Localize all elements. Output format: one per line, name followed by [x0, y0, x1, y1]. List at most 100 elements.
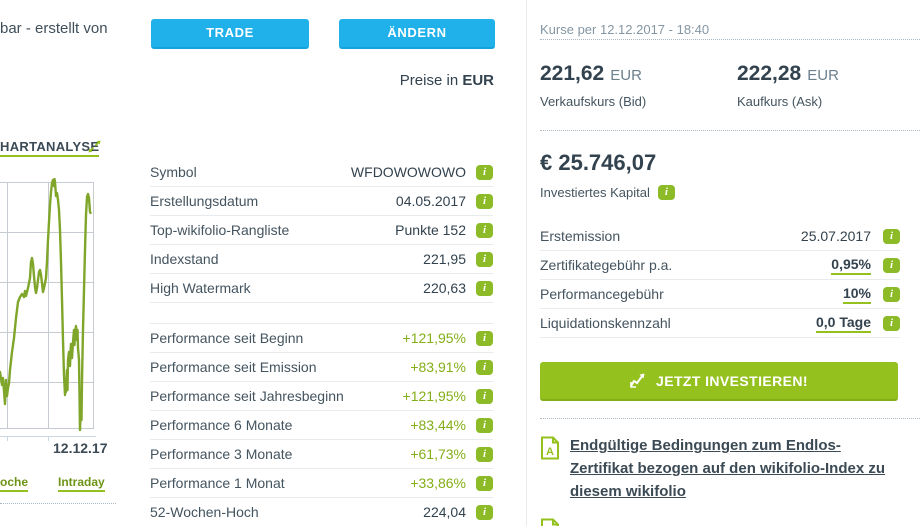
- row-label: Zertifikategebühr p.a.: [540, 257, 673, 273]
- row-value: +61,73%: [410, 446, 466, 462]
- table-row: Top-wikifolio-Rangliste Punkte 152 i: [150, 216, 493, 245]
- capital-label: Investiertes Kapital: [540, 185, 650, 200]
- trending-chart-icon: [630, 373, 645, 388]
- table-row: Performancegebühr 10% i: [540, 280, 900, 309]
- divider: [0, 503, 116, 504]
- table-row: Performance 3 Monate +61,73% i: [150, 440, 493, 469]
- info-icon[interactable]: i: [476, 280, 493, 296]
- row-value-link[interactable]: 0,0 Tage: [816, 314, 871, 333]
- row-value: +83,91%: [410, 359, 466, 375]
- bid-value: 221,62: [540, 62, 605, 85]
- row-value: Punkte 152: [395, 222, 466, 238]
- row-value: +33,86%: [410, 475, 466, 491]
- mini-performance-chart: [0, 178, 94, 432]
- key-figures-table: Symbol WFDOWOWOWO i Erstellungsdatum 04.…: [150, 158, 493, 303]
- row-value: 220,63: [423, 280, 466, 296]
- info-icon[interactable]: i: [476, 193, 493, 209]
- table-row: Indexstand 221,95 i: [150, 245, 493, 274]
- info-icon[interactable]: i: [476, 251, 493, 267]
- chartanalysis-link[interactable]: HARTANALYSE: [0, 139, 100, 157]
- performance-table: Performance seit Beginn +121,95% i Perfo…: [150, 323, 493, 526]
- row-label: High Watermark: [150, 280, 251, 296]
- chart-range-tab-intraday[interactable]: Intraday: [58, 475, 105, 492]
- info-icon[interactable]: i: [883, 257, 900, 273]
- divider: [540, 418, 920, 419]
- row-value: 224,04: [423, 504, 466, 520]
- bid-label: Verkaufskurs (Bid): [540, 94, 647, 109]
- row-label: Performancegebühr: [540, 286, 664, 302]
- info-icon[interactable]: i: [476, 475, 493, 491]
- row-value: +83,44%: [410, 417, 466, 433]
- row-value: WFDOWOWOWO: [350, 164, 466, 180]
- chart-date-label: 12.12.17: [53, 440, 108, 456]
- info-icon[interactable]: i: [476, 222, 493, 238]
- info-icon[interactable]: i: [657, 185, 675, 200]
- chart-line: [0, 178, 92, 432]
- vertical-divider: [526, 0, 527, 526]
- table-row: Performance seit Jahresbeginn +121,95% i: [150, 382, 493, 411]
- table-row: Performance 1 Monat +33,86% i: [150, 469, 493, 498]
- info-icon[interactable]: i: [883, 315, 900, 331]
- info-icon[interactable]: i: [883, 286, 900, 302]
- pdf-icon: A: [540, 434, 560, 503]
- row-label: Liquidationskennzahl: [540, 315, 671, 331]
- table-row: Performance 6 Monate +83,44% i: [150, 411, 493, 440]
- price-note-currency: EUR: [462, 72, 494, 89]
- info-icon[interactable]: i: [476, 417, 493, 433]
- row-label: Top-wikifolio-Rangliste: [150, 222, 290, 238]
- row-value: 25.07.2017: [800, 228, 871, 244]
- axis-tick: [48, 436, 49, 441]
- bid-currency: EUR: [610, 67, 642, 84]
- info-icon[interactable]: i: [476, 388, 493, 404]
- row-label: Erstellungsdatum: [150, 193, 259, 209]
- price-note-prefix: Preise in: [399, 72, 463, 89]
- info-icon[interactable]: i: [476, 446, 493, 462]
- svg-text:A: A: [546, 446, 554, 458]
- divider: [540, 39, 920, 40]
- invested-capital: € 25.746,07 Investiertes Kapital i: [540, 150, 675, 200]
- info-icon[interactable]: i: [476, 330, 493, 346]
- chart-range-tab-week[interactable]: oche: [0, 475, 29, 492]
- quote-timestamp: Kurse per 12.12.2017 - 18:40: [540, 22, 710, 37]
- row-label: Erstemission: [540, 228, 621, 244]
- axis-tick: [7, 436, 8, 441]
- info-icon[interactable]: i: [476, 164, 493, 180]
- capital-value: € 25.746,07: [540, 150, 657, 175]
- info-icon[interactable]: i: [476, 504, 493, 520]
- row-value: +121,95%: [402, 330, 466, 346]
- table-row: Liquidationskennzahl 0,0 Tage i: [540, 309, 900, 338]
- invest-now-button[interactable]: JETZT INVESTIEREN!: [540, 362, 898, 401]
- row-label: Performance seit Beginn: [150, 330, 304, 346]
- ask-currency: EUR: [807, 67, 839, 84]
- table-row: Performance seit Beginn +121,95% i: [150, 324, 493, 353]
- table-row: High Watermark 220,63 i: [150, 274, 493, 303]
- bid-quote: 221,62 EUR Verkaufskurs (Bid): [540, 62, 646, 109]
- table-row: Erstemission 25.07.2017 i: [540, 222, 900, 251]
- row-label: Indexstand: [150, 251, 219, 267]
- row-value-link[interactable]: 10%: [842, 285, 871, 304]
- row-label: Performance seit Emission: [150, 359, 317, 375]
- row-value: 04.05.2017: [395, 193, 466, 209]
- row-label: Performance 3 Monate: [150, 446, 293, 462]
- row-label: Performance 1 Monat: [150, 475, 285, 491]
- expand-icon[interactable]: [88, 140, 101, 153]
- price-currency-note: Preise in EUR: [340, 72, 494, 89]
- document-link-row[interactable]: A Endgültige Bedingungen zum Endlos-Zert…: [540, 434, 896, 503]
- invest-button-label: JETZT INVESTIEREN!: [656, 372, 808, 389]
- pdf-icon: [540, 518, 560, 526]
- ask-value: 222,28: [737, 62, 802, 85]
- info-icon[interactable]: i: [476, 359, 493, 375]
- table-row: Zertifikategebühr p.a. 0,95% i: [540, 251, 900, 280]
- document-link-text[interactable]: Endgültige Bedingungen zum Endlos-Zertif…: [570, 437, 886, 500]
- divider: [540, 130, 920, 131]
- row-value: +121,95%: [402, 388, 466, 404]
- row-value-link[interactable]: 0,95%: [831, 256, 871, 275]
- table-row: Erstellungsdatum 04.05.2017 i: [150, 187, 493, 216]
- row-value: 221,95: [423, 251, 466, 267]
- row-label: Symbol: [150, 164, 197, 180]
- info-icon[interactable]: i: [883, 228, 900, 244]
- trade-button[interactable]: TRADE: [151, 19, 309, 49]
- ask-label: Kaufkurs (Ask): [737, 94, 823, 109]
- change-button[interactable]: ÄNDERN: [339, 19, 495, 49]
